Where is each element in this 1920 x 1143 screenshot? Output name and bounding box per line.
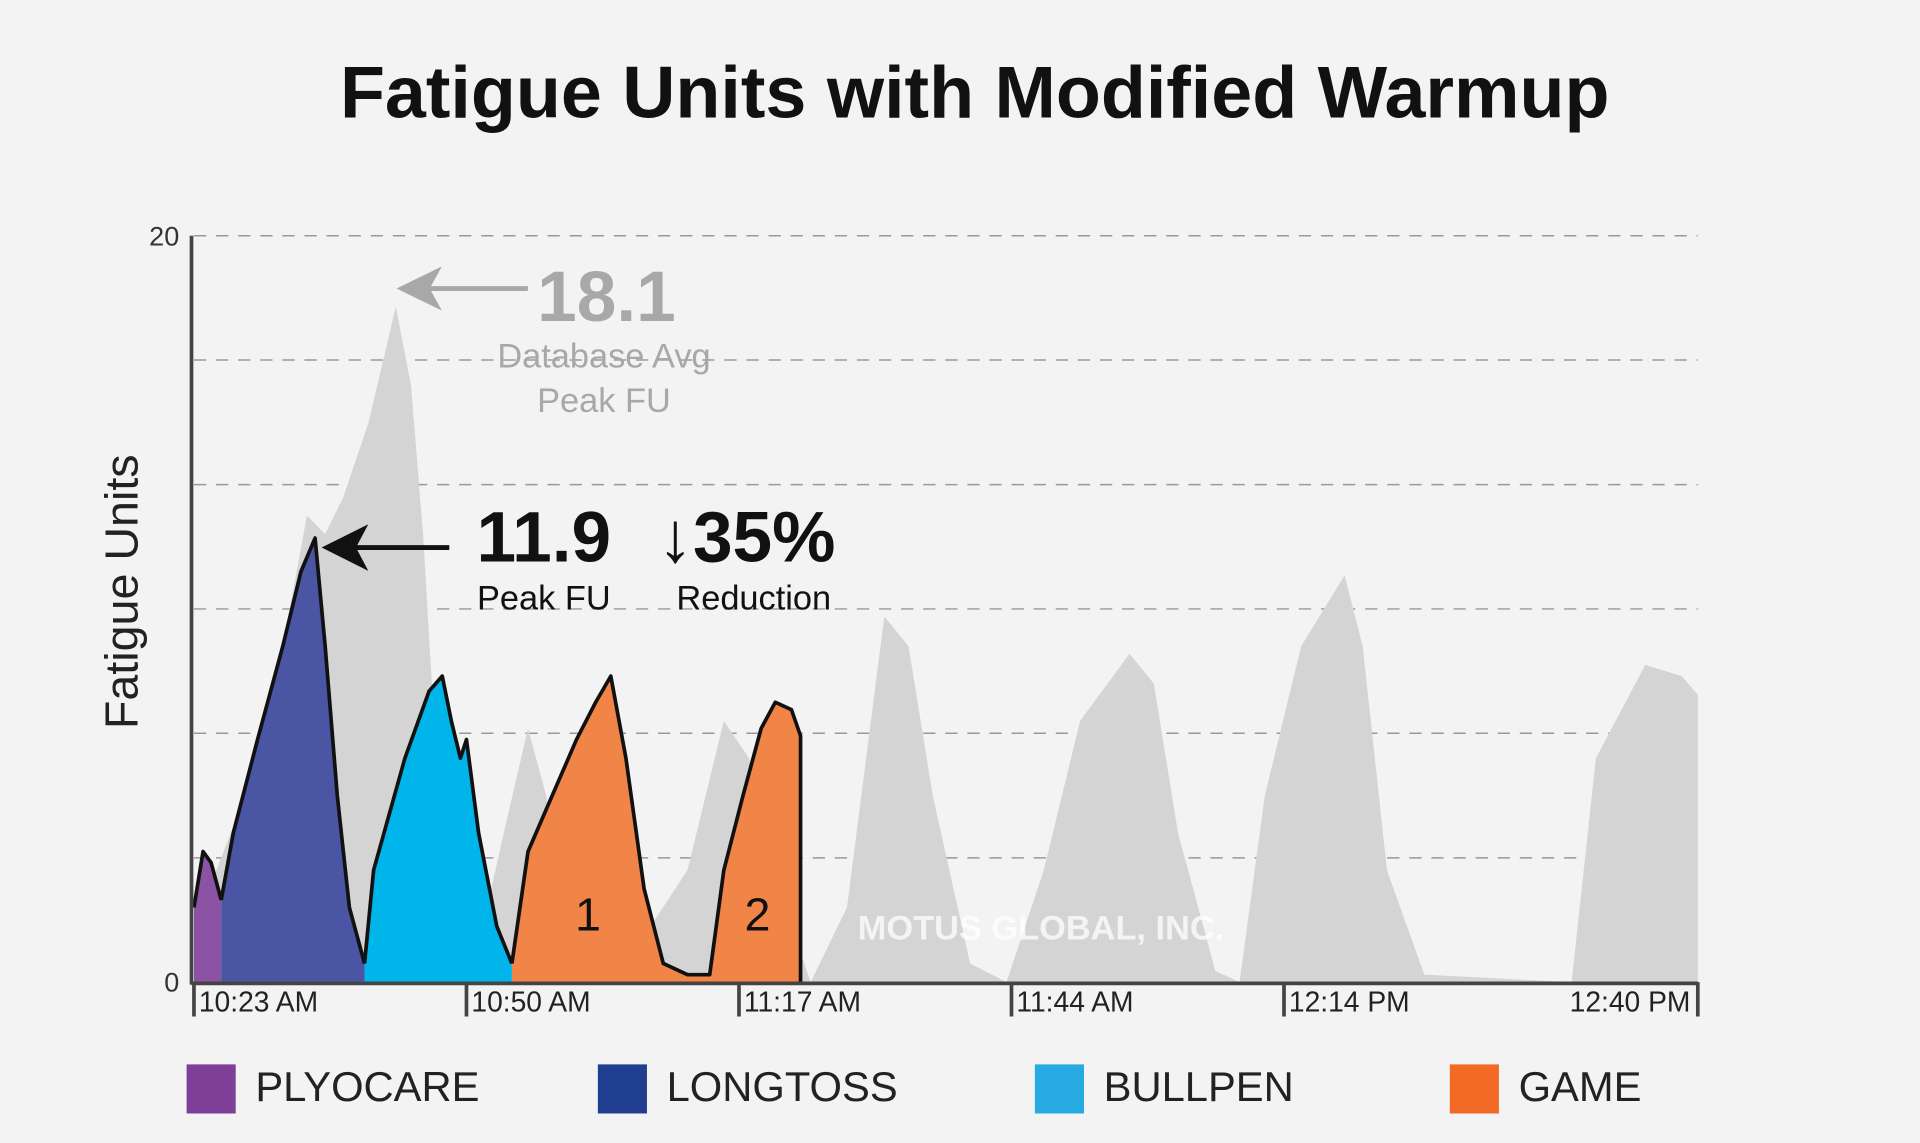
legend-label: BULLPEN — [1104, 1063, 1294, 1110]
annotation: ↓35% — [657, 498, 835, 577]
annotation: 2 — [744, 889, 770, 941]
legend: PLYOCARE LONGTOSS BULLPEN GAME — [186, 1063, 1642, 1114]
chart-title: Fatigue Units with Modified Warmup — [340, 51, 1610, 134]
annotation: 18.1 — [537, 258, 676, 337]
series-outline — [510, 674, 803, 983]
series-outline — [362, 674, 514, 965]
legend-swatch — [186, 1064, 236, 1114]
annotation: Peak FU — [477, 579, 611, 617]
plot-area: 0 20 10:23 AM 10:50 AM 11:17 AM 11:44 AM 12:14… — [149, 221, 1700, 1018]
annotation: 1 — [575, 889, 601, 941]
background-area — [193, 306, 1698, 983]
series-outline — [192, 849, 223, 908]
x-tick-label: 11:44 AM — [1016, 986, 1133, 1018]
legend-swatch — [1034, 1064, 1084, 1114]
series-outline — [219, 536, 367, 964]
annotation: 11.9 — [477, 498, 612, 577]
arrow-head — [396, 266, 442, 311]
y-tick-label: 20 — [149, 221, 179, 251]
annotations: 18.1 Database Avg Peak FU 11.9 Peak FU ↓… — [321, 258, 1224, 948]
series-area — [193, 851, 222, 983]
y-tick-label: 0 — [164, 968, 179, 998]
annotation: Database Avg — [497, 338, 710, 376]
watermark: MOTUS GLOBAL, INC. — [858, 910, 1224, 948]
legend-label: GAME — [1519, 1063, 1642, 1110]
x-tick-label: 12:40 PM — [1570, 986, 1691, 1018]
legend-swatch — [597, 1064, 647, 1114]
annotation: Reduction — [676, 579, 831, 617]
legend-swatch — [1449, 1064, 1499, 1114]
legend-label: PLYOCARE — [255, 1063, 479, 1110]
y-axis-label: Fatigue Units — [96, 454, 148, 729]
series-area — [364, 676, 512, 983]
arrow-head — [321, 524, 369, 571]
x-tick-label: 10:23 AM — [199, 986, 318, 1018]
x-tick-label: 11:17 AM — [744, 986, 861, 1018]
legend-label: LONGTOSS — [667, 1063, 898, 1110]
series-area — [221, 538, 365, 983]
x-tick-label: 10:50 AM — [471, 986, 590, 1018]
series-area — [511, 676, 801, 983]
annotation: Peak FU — [537, 382, 671, 420]
x-tick-label: 12:14 PM — [1289, 986, 1410, 1018]
